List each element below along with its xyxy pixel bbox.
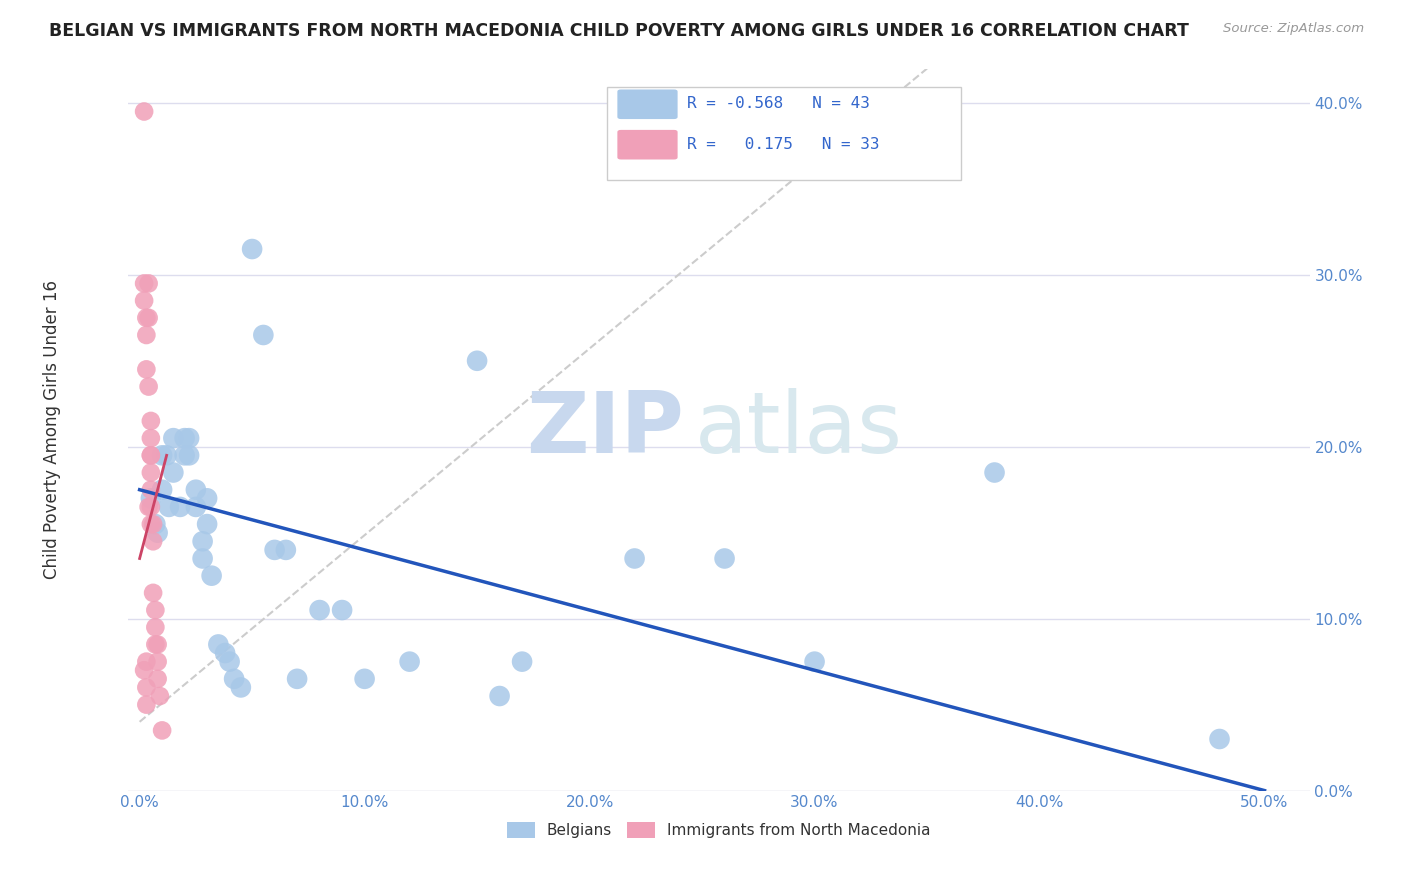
Point [184,483,207,497]
Point [149,689,172,703]
Point [398,655,420,669]
Point [169,500,191,514]
Point [488,689,510,703]
Y-axis label: Child Poverty Among Girls Under 16: Child Poverty Among Girls Under 16 [44,280,60,579]
Point [218,655,240,669]
Point [145,517,167,532]
Point [214,646,236,660]
Point [139,448,162,462]
Point [138,500,160,514]
FancyBboxPatch shape [617,130,678,160]
Point [138,379,160,393]
FancyBboxPatch shape [607,87,962,180]
Point [983,466,1005,480]
Point [1208,731,1230,746]
Point [139,448,162,462]
Point [195,491,218,506]
Point [146,672,169,686]
Point [465,353,488,368]
Point [135,362,157,376]
Point [146,655,169,669]
Point [142,586,165,600]
Point [224,672,246,686]
Point [138,277,160,291]
Point [150,448,173,462]
Point [207,637,229,651]
Point [263,542,285,557]
Point [240,242,263,256]
Point [139,483,162,497]
Text: Source: ZipAtlas.com: Source: ZipAtlas.com [1223,22,1364,36]
Point [191,551,214,566]
Text: R =   0.175   N = 33: R = 0.175 N = 33 [688,136,880,152]
Point [139,414,162,428]
Point [139,500,162,514]
Point [308,603,330,617]
Point [162,431,184,445]
Point [135,698,157,712]
Point [157,500,180,514]
Point [156,448,179,462]
Point [146,637,169,651]
Point [145,637,167,651]
Point [134,663,156,677]
Point [252,328,274,343]
Text: atlas: atlas [696,388,903,471]
Point [173,448,195,462]
Point [135,655,157,669]
Point [139,491,162,506]
Point [145,603,167,617]
Point [285,672,308,686]
Point [179,448,201,462]
Text: R = -0.568   N = 43: R = -0.568 N = 43 [688,96,870,112]
Point [713,551,735,566]
Point [135,681,157,695]
Point [162,466,184,480]
Point [274,542,297,557]
Point [330,603,353,617]
FancyBboxPatch shape [617,89,678,119]
Point [803,655,825,669]
Text: BELGIAN VS IMMIGRANTS FROM NORTH MACEDONIA CHILD POVERTY AMONG GIRLS UNDER 16 CO: BELGIAN VS IMMIGRANTS FROM NORTH MACEDON… [49,22,1189,40]
Point [135,328,157,343]
Point [150,723,173,738]
Point [173,431,195,445]
Point [146,525,169,540]
Point [179,431,201,445]
Point [195,517,218,532]
Point [353,672,375,686]
Point [229,681,252,695]
Point [145,620,167,634]
Point [510,655,533,669]
Point [134,293,156,308]
Legend: Belgians, Immigrants from North Macedonia: Belgians, Immigrants from North Macedoni… [501,816,936,845]
Point [139,466,162,480]
Point [191,534,214,549]
Point [139,431,162,445]
Text: ZIP: ZIP [526,388,683,471]
Point [623,551,645,566]
Point [138,310,160,325]
Point [184,500,207,514]
Point [142,517,165,532]
Point [135,310,157,325]
Point [142,534,165,549]
Point [139,517,162,532]
Point [201,568,224,582]
Point [134,277,156,291]
Point [134,104,156,119]
Point [150,483,173,497]
